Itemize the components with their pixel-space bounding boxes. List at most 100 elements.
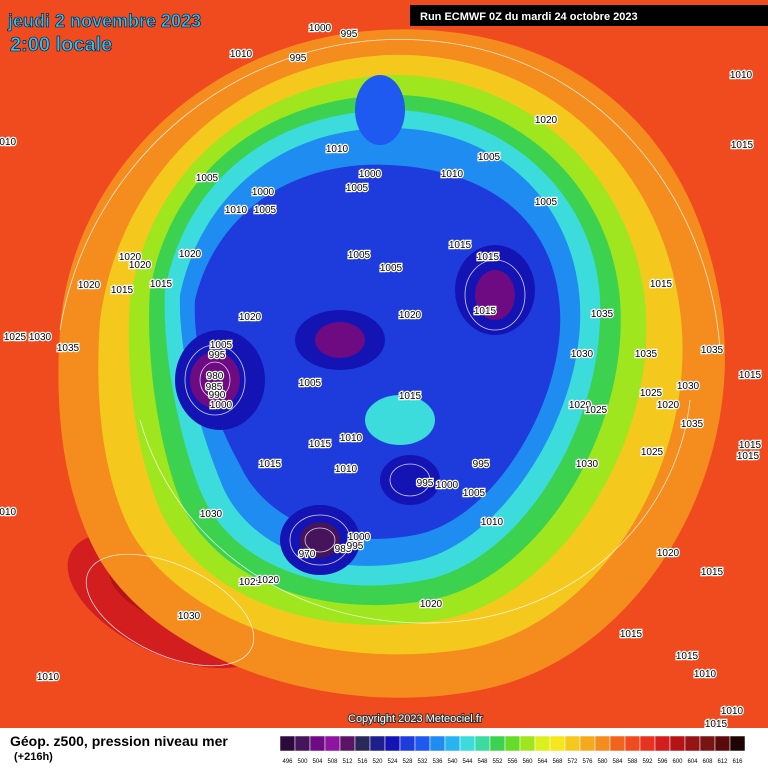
isobar-label: 1025 [640,388,663,399]
colorbar-label: 508 [327,759,338,765]
isobar-label: 1015 [739,440,762,451]
isobar-label: 1010 [335,464,358,475]
isobar-label: 1005 [299,378,322,389]
isobar-label: 995 [473,459,490,470]
colorbar-label: 596 [657,759,668,765]
isobar-label: 1005 [346,183,369,194]
colorbar-swatch [369,735,386,752]
isobar-label: 1020 [179,249,202,260]
colorbar-swatch [414,735,431,752]
isobar-label: 1005 [348,250,371,261]
colorbar-swatch [429,735,446,752]
isobar-label: 1010 [441,169,464,180]
isobar-label: 1035 [701,345,724,356]
isobar-label: 1025 [4,332,27,343]
isobar-label: 1010 [481,517,504,528]
isobar-label: 1030 [677,381,700,392]
isobar-label: 1000 [309,23,332,34]
colorbar-swatch [399,735,416,752]
colorbar-swatch [354,735,371,752]
colorbar-swatch [609,735,626,752]
colorbar-swatch [729,735,746,752]
colorbar-label: 544 [462,759,473,765]
colorbar-label: 504 [312,759,323,765]
colorbar-label: 600 [672,759,683,765]
colorbar-label: 540 [447,759,458,765]
isobar-label: 1005 [463,488,486,499]
isobar-label: 1000 [348,532,371,543]
isobar-label: 1020 [535,115,558,126]
isobar-label: 1010 [37,672,60,683]
colorbar-label: 604 [687,759,698,765]
colorbar-label: 592 [642,759,653,765]
isobar-label: 995 [341,29,358,40]
isobar-label: 995 [417,478,434,489]
colorbar-label: 520 [372,759,383,765]
copyright: Copyright 2023 Meteociel.fr [348,713,483,725]
isobar-label: 1035 [57,343,80,354]
isobar-label: 1015 [259,459,282,470]
colorbar: 496 500 504 508 512 516 520 524 528 532 536 540 544 5… [279,735,746,765]
isobar-label: 995 [290,53,307,64]
isobar-label: 1015 [650,279,673,290]
isobar-label: 1000 [436,480,459,491]
colorbar-swatch [384,735,401,752]
isobar-labels: 1000995995101010101020101010051015101010… [0,22,763,732]
isobar-label: 1030 [29,332,52,343]
isobar-label: 1025 [585,405,608,416]
isobar-label: 1020 [657,548,680,559]
isobar-label: 1010 [721,706,744,717]
map-background [0,0,768,728]
legend-lead: (+216h) [14,751,53,763]
legend-title: Géop. z500, pression niveau mer [10,733,228,749]
isobar-label: 1030 [178,611,201,622]
colorbar-swatch [639,735,656,752]
isobar-label: 1015 [739,370,762,381]
isobar-label: 1000 [210,400,233,411]
isobar-label: 1015 [477,252,500,263]
isobar-label: 1035 [591,309,614,320]
colorbar-label: 512 [342,759,353,765]
isobar-label: 1015 [705,719,728,730]
colorbar-swatch [504,735,521,752]
isobar-label: 1035 [635,349,658,360]
isobar-label: 1015 [399,391,422,402]
isobar-label: 1005 [380,263,403,274]
colorbar-label: 536 [432,759,443,765]
colorbar-swatch [594,735,611,752]
isobar-label: 1010 [694,669,717,680]
isobar-label: 1020 [119,252,142,263]
forecast-time: 2:00 locale [10,34,112,56]
isobar-label: 1030 [576,459,599,470]
isobar-label: 980 [207,371,224,382]
colorbar-label: 564 [537,759,548,765]
run-box [410,5,768,26]
colorbar-swatch [339,735,356,752]
isobar-label: 970 [299,549,316,560]
colorbar-swatch [474,735,491,752]
isobar-label: 1015 [474,306,497,317]
colorbar-swatch [624,735,641,752]
colorbar-label: 516 [357,759,368,765]
isobar-label: 1015 [150,279,173,290]
isobar-label: 1020 [78,280,101,291]
isobar-label: 1035 [681,419,704,430]
isobar-label: 1000 [252,187,275,198]
isobar-label: 1020 [657,400,680,411]
isobar-label: 1015 [620,629,643,640]
colorbar-swatch [579,735,596,752]
isobar-label: 1015 [676,651,699,662]
colorbar-swatch [564,735,581,752]
isobar-label: 1025 [239,577,262,588]
colorbar-label: 612 [717,759,728,765]
colorbar-label: 584 [612,759,623,765]
isobar-label: 1010 [0,507,17,518]
forecast-date: jeudi 2 novembre 2023 [7,11,201,31]
colorbar-swatch [699,735,716,752]
colorbar-label: 576 [582,759,593,765]
isobar-label: 1030 [571,349,594,360]
colorbar-swatch [519,735,536,752]
isobar-label: 985 [335,544,352,555]
isobar-label: 1020 [399,310,422,321]
isobar-label: 1020 [257,575,280,586]
